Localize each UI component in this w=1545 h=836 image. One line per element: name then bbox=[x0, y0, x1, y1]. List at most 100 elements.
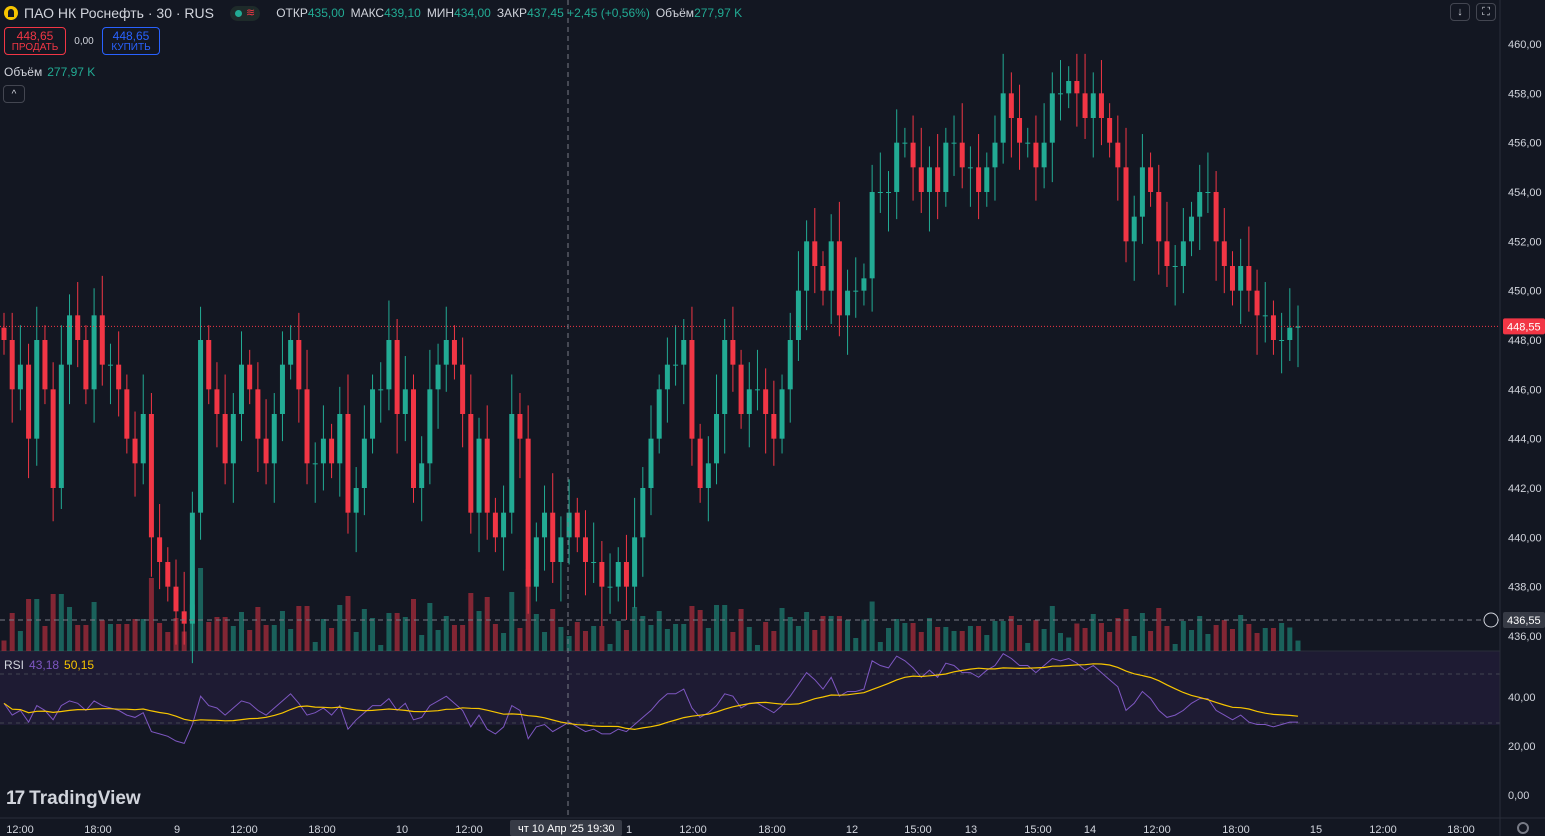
candle-body bbox=[566, 512, 572, 538]
volume-bar bbox=[91, 602, 97, 651]
candle-body bbox=[67, 315, 73, 365]
candle-body bbox=[214, 389, 220, 414]
volume-bar bbox=[574, 622, 580, 651]
volume-bar bbox=[746, 627, 752, 651]
candle-body bbox=[173, 586, 179, 612]
chevron-up-icon: ^ bbox=[11, 88, 17, 100]
candle-body bbox=[1295, 326, 1301, 328]
volume-bar bbox=[1213, 625, 1219, 651]
candle-body bbox=[599, 562, 605, 587]
candle-body bbox=[91, 315, 97, 390]
volume-bar bbox=[50, 594, 56, 651]
candle-body bbox=[1229, 266, 1235, 291]
rsi-band bbox=[0, 651, 1500, 725]
volume-bar bbox=[1205, 634, 1211, 651]
volume-bar bbox=[443, 616, 449, 651]
volume-bar bbox=[1082, 628, 1088, 651]
volume-bar bbox=[476, 611, 482, 651]
candle-body bbox=[116, 364, 122, 390]
time-tick-label: 12:00 bbox=[1369, 824, 1397, 836]
candle-body bbox=[664, 364, 670, 390]
candle-body bbox=[853, 290, 859, 292]
symbol-title[interactable]: ПАО НК Роснефть · 30 · RUS bbox=[24, 5, 214, 21]
candle-body bbox=[206, 340, 212, 390]
candle-body bbox=[198, 340, 204, 513]
price-tick-label: 442,00 bbox=[1508, 483, 1542, 495]
candle-body bbox=[34, 340, 40, 439]
low-value: 434,00 bbox=[454, 6, 491, 20]
candle-body bbox=[648, 438, 654, 488]
buy-price: 448,65 bbox=[112, 29, 150, 43]
candle-body bbox=[50, 389, 56, 488]
price-tick-label: 458,00 bbox=[1508, 88, 1542, 100]
sell-button[interactable]: 448,65 ПРОДАТЬ bbox=[4, 27, 66, 55]
candle-body bbox=[222, 414, 228, 464]
candle-body bbox=[419, 463, 425, 488]
candle-body bbox=[148, 414, 154, 538]
candle-body bbox=[378, 389, 384, 391]
candle-body bbox=[476, 438, 482, 513]
volume-bar bbox=[337, 605, 343, 651]
volume-bar bbox=[836, 616, 842, 651]
time-tick-label: 12:00 bbox=[1143, 824, 1171, 836]
candle-body bbox=[255, 389, 261, 439]
buy-button[interactable]: 448,65 КУПИТЬ bbox=[102, 27, 160, 55]
candle-body bbox=[910, 142, 916, 168]
candle-body bbox=[1172, 266, 1178, 267]
candle-body bbox=[845, 290, 851, 316]
volume-bar bbox=[67, 607, 73, 651]
volume-legend[interactable]: Объём 277,97 K bbox=[4, 65, 95, 79]
candle-body bbox=[517, 414, 523, 439]
tradingview-mark-icon: 17 bbox=[6, 788, 25, 809]
candle-body bbox=[722, 340, 728, 414]
spread-value: 0,00 bbox=[74, 35, 94, 47]
candle-body bbox=[943, 142, 949, 192]
candle-body bbox=[410, 389, 416, 488]
candle-body bbox=[795, 290, 801, 340]
candle-body bbox=[1213, 192, 1219, 242]
market-status[interactable]: ≋ bbox=[229, 5, 261, 21]
collapse-legend-button[interactable]: ^ bbox=[3, 85, 25, 103]
candle-body bbox=[967, 167, 973, 169]
volume-bar bbox=[157, 623, 163, 651]
candle-body bbox=[886, 192, 892, 193]
volume-bar bbox=[99, 620, 105, 651]
candle-body bbox=[99, 315, 105, 365]
price-tick-label: 460,00 bbox=[1508, 39, 1542, 51]
rsi-value: 43,18 bbox=[29, 658, 60, 672]
arrow-down-icon[interactable]: ↓ bbox=[1450, 3, 1470, 21]
candle-body bbox=[304, 389, 310, 464]
time-tick-label: 12:00 bbox=[230, 824, 258, 836]
price-tick-label: 438,00 bbox=[1508, 582, 1542, 594]
volume-bar bbox=[1262, 628, 1268, 651]
gear-icon[interactable] bbox=[1517, 822, 1529, 834]
volume-bar bbox=[1041, 629, 1047, 651]
volume-bar bbox=[427, 603, 433, 651]
candle-body bbox=[189, 512, 195, 624]
candle-body bbox=[525, 438, 531, 587]
candle-body bbox=[1197, 192, 1203, 217]
tradingview-logo[interactable]: 17 TradingView bbox=[6, 788, 141, 810]
volume-bar bbox=[1270, 628, 1276, 651]
candle-body bbox=[1131, 216, 1137, 242]
rsi-legend[interactable]: RSI 43,18 50,15 bbox=[4, 658, 94, 672]
candle-body bbox=[746, 389, 752, 414]
crosshair-price-label: 436,55 bbox=[1507, 615, 1541, 627]
last-price-label-bg bbox=[1503, 318, 1545, 335]
candle-body bbox=[673, 364, 679, 366]
candle-body bbox=[443, 340, 449, 365]
candle-body bbox=[542, 512, 548, 538]
candle-body bbox=[894, 142, 900, 192]
volume-bar bbox=[820, 616, 826, 651]
candle-body bbox=[804, 241, 810, 291]
volume-bar bbox=[198, 568, 204, 651]
candles-group bbox=[1, 53, 1301, 664]
candle-body bbox=[771, 414, 777, 439]
volume-bar bbox=[1017, 625, 1023, 651]
volume-bar bbox=[222, 617, 228, 651]
volume-bar bbox=[869, 601, 875, 651]
maximize-icon[interactable]: ⛶ bbox=[1476, 3, 1496, 21]
volume-bar bbox=[189, 604, 195, 651]
candle-body bbox=[263, 438, 269, 464]
